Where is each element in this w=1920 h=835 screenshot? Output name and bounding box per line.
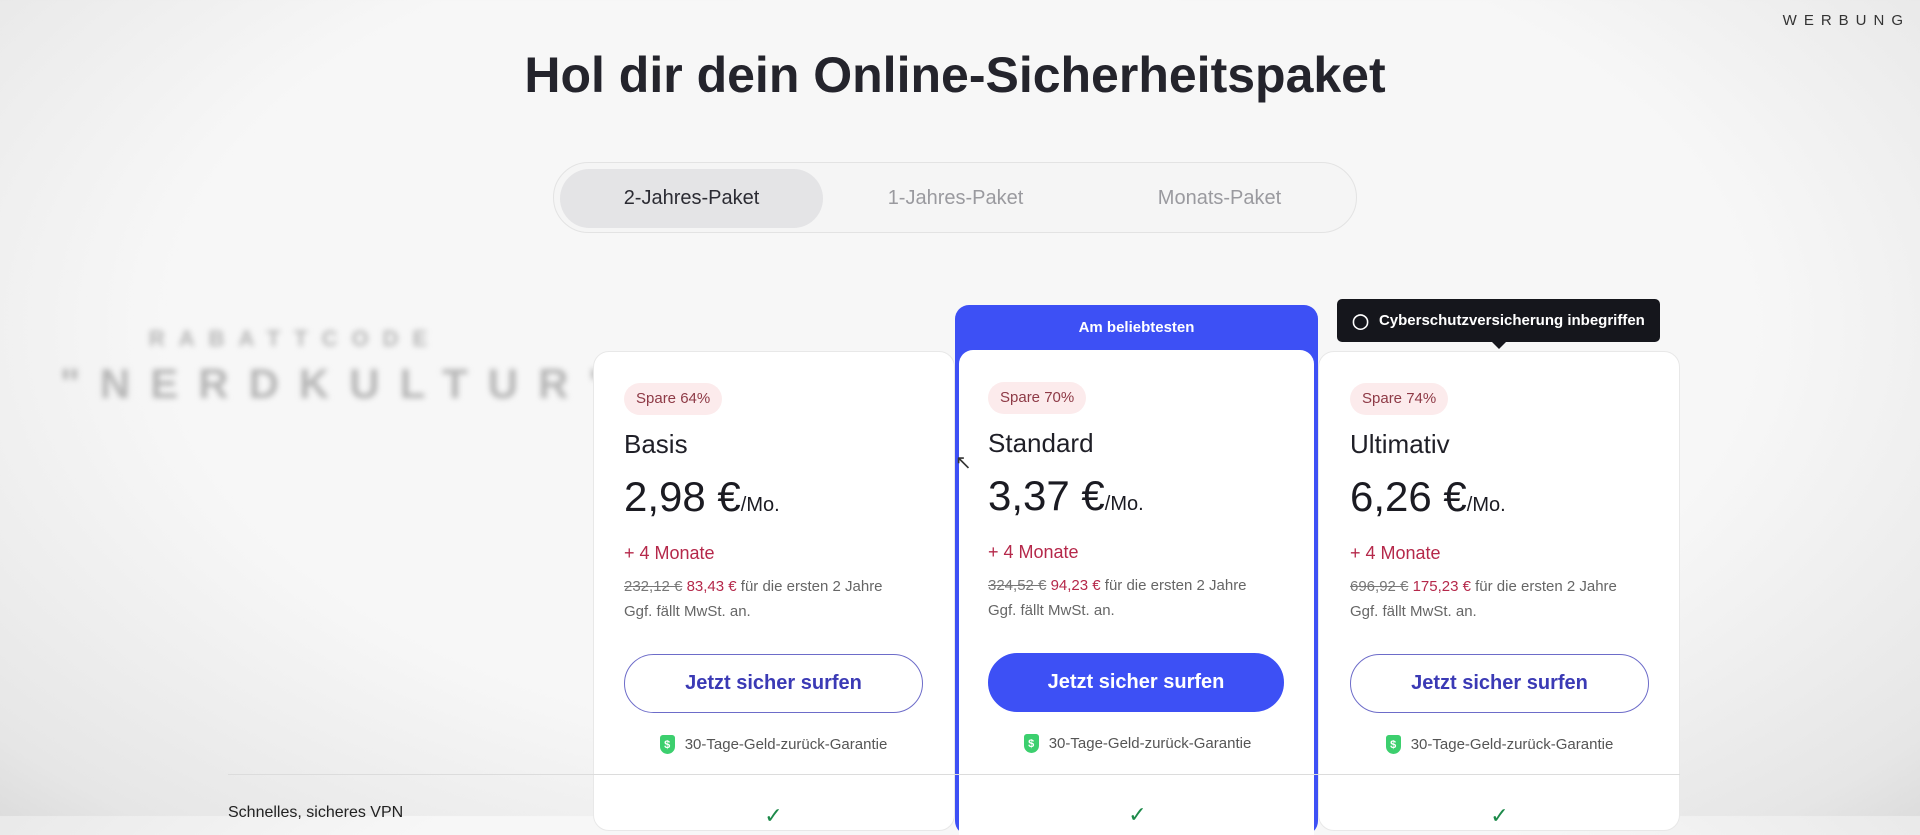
check-icon: ✓ <box>764 803 783 828</box>
dollar-shield-icon: $ <box>1385 735 1401 754</box>
money-back-guarantee: $30-Tage-Geld-zurück-Garantie <box>1350 735 1649 754</box>
tab-2-year[interactable]: 2-Jahres-Paket <box>560 169 823 228</box>
price-value: 6,26 € <box>1350 473 1467 520</box>
dollar-shield-icon: $ <box>659 735 675 754</box>
buy-button[interactable]: Jetzt sicher surfen <box>1350 654 1649 713</box>
bonus-months: + 4 Monate <box>988 542 1079 562</box>
tab-monthly[interactable]: Monats-Paket <box>1157 187 1282 209</box>
buy-button[interactable]: Jetzt sicher surfen <box>988 653 1284 712</box>
price-period: für die ersten 2 Jahre <box>740 578 883 595</box>
new-price: 175,23 € <box>1412 578 1471 595</box>
price-value: 2,98 € <box>624 473 741 520</box>
price-period: für die ersten 2 Jahre <box>1475 578 1617 595</box>
tab-1-year[interactable]: 1-Jahres-Paket <box>887 187 1024 209</box>
price-unit: /Mo. <box>1104 493 1144 515</box>
feature-label: Schnelles, sicheres VPN <box>228 804 404 821</box>
bonus-months: + 4 Monate <box>1350 543 1441 563</box>
bonus-months: + 4 Monate <box>624 543 715 563</box>
price-detail: 232,12 € 83,43 € für die ersten 2 Jahre <box>624 578 883 595</box>
money-back-guarantee: $30-Tage-Geld-zurück-Garantie <box>624 735 923 754</box>
new-price: 83,43 € <box>686 578 737 595</box>
old-price: 696,92 € <box>1350 578 1409 595</box>
plan-name: Standard <box>988 428 1094 458</box>
old-price: 232,12 € <box>624 578 683 595</box>
tooltip-text: Cyberschutzversicherung inbegriffen <box>1378 312 1645 329</box>
check-icon: ✓ <box>1490 803 1509 828</box>
plan-price: 3,37 €/Mo. <box>988 472 1144 520</box>
tax-note: Ggf. fällt MwSt. an. <box>988 602 1115 619</box>
price-unit: /Mo. <box>1466 494 1506 516</box>
guarantee-text: 30-Tage-Geld-zurück-Garantie <box>684 736 888 753</box>
billing-period-tabs: 2-Jahres-Paket 1-Jahres-Paket Monats-Pak… <box>553 162 1357 233</box>
money-back-guarantee: $30-Tage-Geld-zurück-Garantie <box>988 734 1287 753</box>
shield-user-icon: ◯ <box>1352 312 1369 330</box>
new-price: 94,23 € <box>1050 577 1101 594</box>
old-price: 324,52 € <box>988 577 1047 594</box>
dollar-shield-icon: $ <box>1023 734 1039 753</box>
promo-code: "NERDKULTUR" <box>60 360 629 407</box>
check-icon: ✓ <box>1128 802 1147 827</box>
divider <box>228 774 1680 775</box>
discount-badge: Spare 74% <box>1350 383 1449 415</box>
plan-card-basis <box>593 351 955 831</box>
popular-banner: Am beliebtesten <box>1078 319 1195 336</box>
price-period: für die ersten 2 Jahre <box>1104 577 1247 594</box>
plan-price: 6,26 €/Mo. <box>1350 473 1506 521</box>
plan-card-ultimativ <box>1318 351 1680 831</box>
discount-badge: Spare 70% <box>988 382 1087 414</box>
page-title: Hol dir dein Online-Sicherheitspaket <box>524 47 1386 103</box>
price-detail: 696,92 € 175,23 € für die ersten 2 Jahre <box>1350 578 1617 595</box>
price-unit: /Mo. <box>740 494 780 516</box>
discount-badge: Spare 64% <box>624 383 723 415</box>
plan-price: 2,98 €/Mo. <box>624 473 780 521</box>
plan-name: Basis <box>624 429 688 459</box>
price-value: 3,37 € <box>988 472 1105 519</box>
guarantee-text: 30-Tage-Geld-zurück-Garantie <box>1048 735 1252 752</box>
tax-note: Ggf. fällt MwSt. an. <box>1350 603 1477 620</box>
promo-label: RABATTCODE <box>148 326 442 351</box>
plan-name: Ultimativ <box>1350 429 1450 459</box>
buy-button[interactable]: Jetzt sicher surfen <box>624 654 923 713</box>
mouse-cursor-icon: ↖ <box>955 452 972 474</box>
guarantee-text: 30-Tage-Geld-zurück-Garantie <box>1410 736 1614 753</box>
ad-label: WERBUNG <box>1782 12 1910 29</box>
insurance-tooltip: ◯ Cyberschutzversicherung inbegriffen <box>1337 299 1660 349</box>
tax-note: Ggf. fällt MwSt. an. <box>624 603 751 620</box>
price-detail: 324,52 € 94,23 € für die ersten 2 Jahre <box>988 577 1247 594</box>
